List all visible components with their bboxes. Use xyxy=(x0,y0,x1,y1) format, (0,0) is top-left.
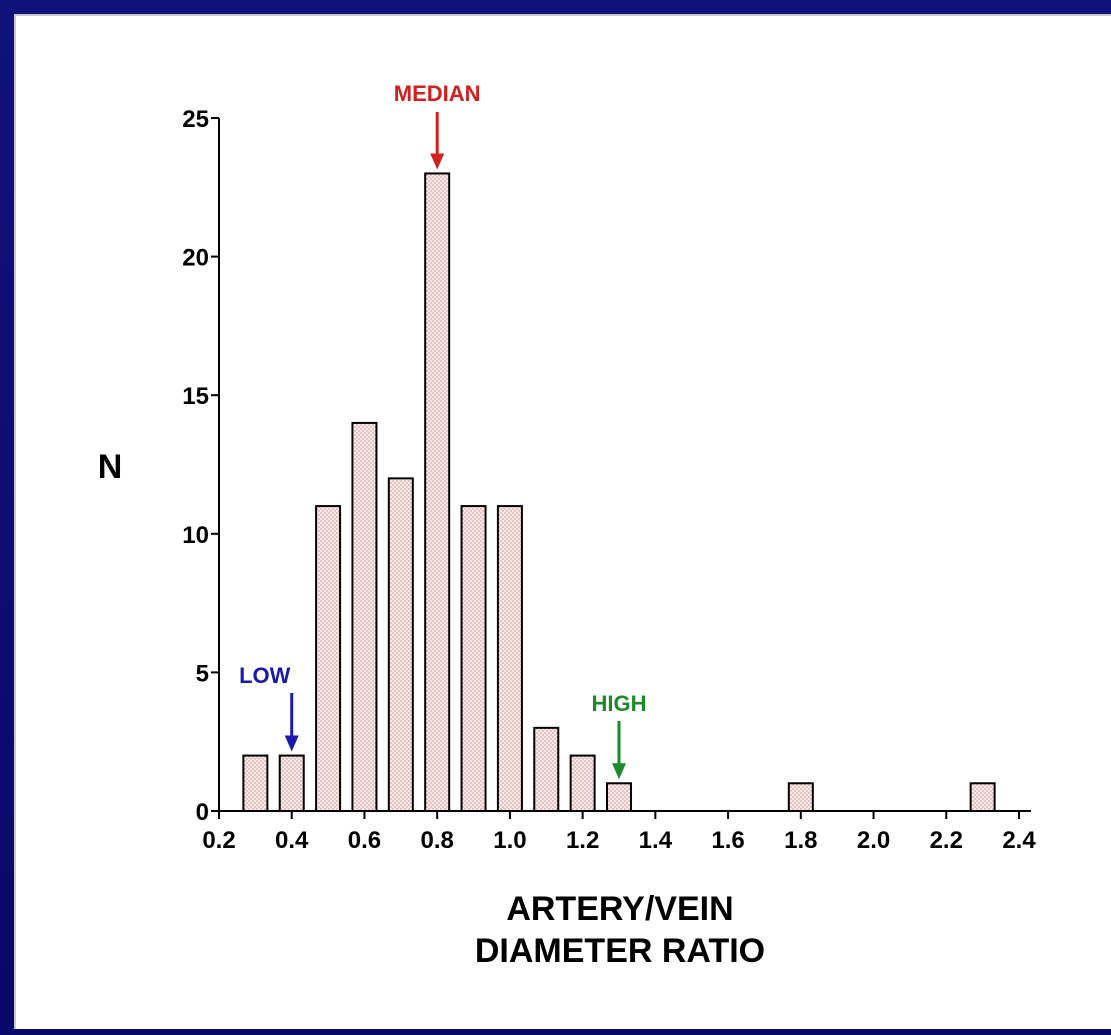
annotation-high-label: HIGH xyxy=(592,691,647,716)
bar xyxy=(315,505,342,812)
x-tick-label: 1.0 xyxy=(493,827,526,854)
x-tick-label: 2.4 xyxy=(1002,827,1036,854)
y-tick-label: 15 xyxy=(182,383,209,410)
bar xyxy=(278,754,305,812)
bar xyxy=(460,505,487,812)
axes-layer xyxy=(218,118,1031,812)
bar xyxy=(424,172,451,812)
x-tick-label: 1.2 xyxy=(566,827,599,854)
bar xyxy=(969,782,996,813)
bars-layer xyxy=(242,172,996,813)
annotation-low-arrow-head xyxy=(284,735,299,752)
x-tick-label: 0.6 xyxy=(348,827,381,854)
slide-panel xyxy=(14,14,1111,1029)
bar xyxy=(351,421,378,812)
bar xyxy=(533,726,560,813)
x-axis-title-line-1: ARTERY/VEIN xyxy=(506,890,733,928)
annotation-high-arrow-head xyxy=(612,763,626,780)
x-tick-label: 1.4 xyxy=(639,827,673,854)
x-ticks: 0.2 0.4 0.6 0.8 1.0 1.2 1.4 1.6 1.8 2.0 2.2 2.4 xyxy=(202,811,1036,854)
y-tick-label: 25 xyxy=(182,106,209,133)
y-axis-title: N xyxy=(98,448,123,486)
x-tick-label: 0.2 xyxy=(202,827,235,854)
bar xyxy=(387,477,414,812)
y-tick-label: 10 xyxy=(182,522,209,549)
annotation-low-label: LOW xyxy=(239,663,291,688)
annotations: LOW MEDIAN HIGH xyxy=(239,81,647,780)
x-tick-label: 2.2 xyxy=(930,827,963,854)
bar xyxy=(242,754,269,812)
y-tick-label: 20 xyxy=(182,245,209,272)
bar xyxy=(787,782,814,813)
y-tick-label: 5 xyxy=(196,660,209,687)
x-axis-title-line-2: DIAMETER RATIO xyxy=(475,932,765,970)
bar xyxy=(496,505,523,812)
annotation-median-label: MEDIAN xyxy=(394,81,481,106)
y-ticks: 0 5 10 15 20 25 xyxy=(182,106,219,826)
y-tick-label: 0 xyxy=(196,799,209,826)
x-tick-label: 1.8 xyxy=(784,827,817,854)
x-tick-label: 0.8 xyxy=(420,827,453,854)
bar xyxy=(569,754,596,812)
bar xyxy=(606,782,632,813)
annotation-median-arrow-head xyxy=(430,153,445,170)
x-tick-label: 2.0 xyxy=(857,827,890,854)
x-tick-label: 1.6 xyxy=(711,827,744,854)
x-tick-label: 0.4 xyxy=(275,827,309,854)
